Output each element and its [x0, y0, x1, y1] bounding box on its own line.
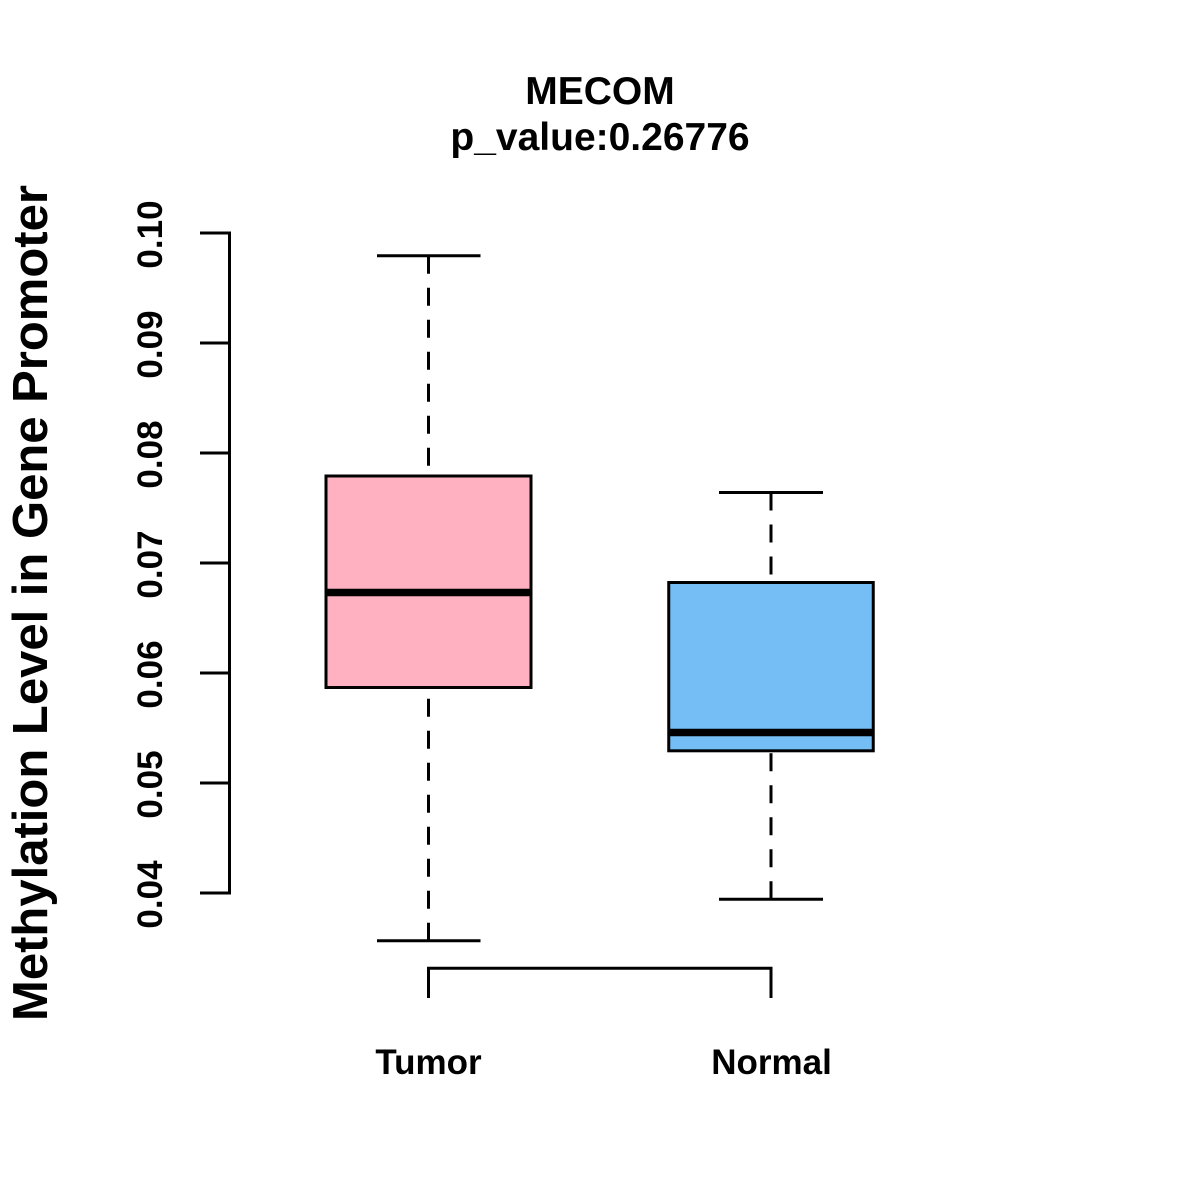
svg-text:Tumor: Tumor — [375, 1043, 482, 1082]
svg-text:0.10: 0.10 — [131, 200, 170, 268]
svg-text:MECOM: MECOM — [525, 70, 675, 113]
svg-text:0.05: 0.05 — [131, 750, 170, 818]
svg-text:0.09: 0.09 — [131, 310, 170, 378]
svg-text:p_value:0.26776: p_value:0.26776 — [450, 116, 749, 159]
svg-text:0.04: 0.04 — [131, 860, 170, 929]
svg-text:0.06: 0.06 — [131, 640, 170, 708]
svg-text:0.07: 0.07 — [131, 530, 170, 598]
svg-text:0.08: 0.08 — [131, 420, 170, 488]
svg-text:Normal: Normal — [711, 1043, 832, 1082]
svg-text:Methylation Level in Gene Prom: Methylation Level in Gene Promoter — [4, 185, 58, 1021]
